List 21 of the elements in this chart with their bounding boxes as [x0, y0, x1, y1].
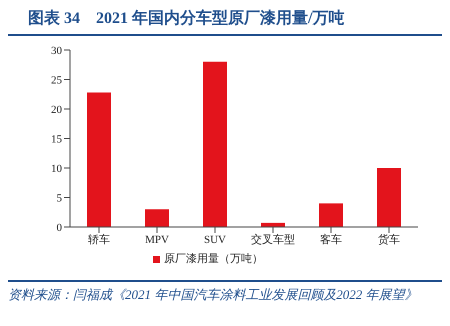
- bar: [319, 203, 343, 227]
- y-tick-label: 30: [51, 44, 62, 57]
- bar: [377, 168, 401, 227]
- text: 资料来源：闫福成《2021 年中国汽车涂料工业发展回顾及2022 年展望》: [8, 286, 418, 304]
- y-tick-label: 5: [56, 192, 62, 204]
- bar: [87, 92, 111, 227]
- x-tick-label: SUV: [204, 234, 226, 246]
- x-tick-label: MPV: [145, 234, 169, 246]
- x-tick-label: 交叉车型: [251, 232, 295, 246]
- bar: [203, 62, 227, 227]
- bar: [145, 209, 169, 227]
- x-tick-label: 客车: [320, 232, 342, 246]
- y-tick-label: 20: [51, 104, 62, 116]
- x-tick-label: 轿车: [88, 232, 110, 246]
- y-tick-label: 0: [56, 222, 62, 234]
- chart-title: 图表 34 2021 年国内分车型原厂漆用量/万吨: [8, 8, 442, 36]
- y-tick-label: 15: [51, 133, 62, 146]
- y-tick-label: 10: [51, 162, 62, 175]
- x-tick-label: 货车: [378, 232, 400, 246]
- y-tick-label: 25: [51, 74, 62, 86]
- legend-label: 原厂漆用量（万吨）: [164, 253, 263, 265]
